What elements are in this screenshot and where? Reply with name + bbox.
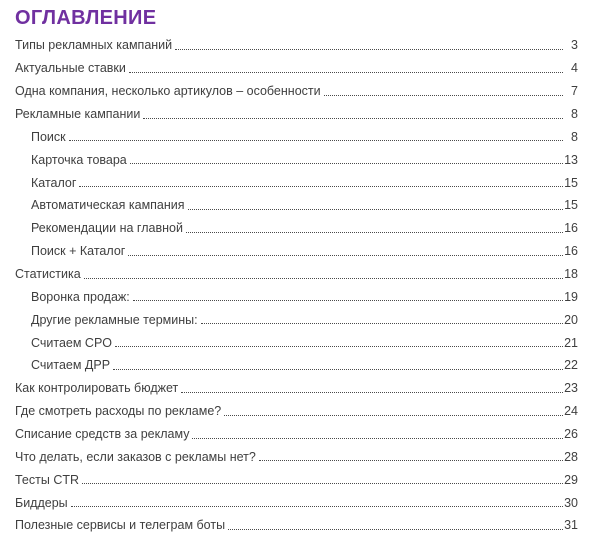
toc-title: ОГЛАВЛЕНИЕ	[15, 7, 157, 29]
toc-entry[interactable]: Тесты CTR 29	[0, 468, 600, 491]
toc-entry[interactable]: Автоматическая кампания 15	[0, 194, 600, 217]
dot-leader	[224, 414, 563, 416]
toc-entry[interactable]: Актуальные ставки 4	[0, 57, 600, 80]
toc-entry-label: Автоматическая кампания	[31, 198, 185, 213]
toc-entry[interactable]: Воронка продаж: 19	[0, 285, 600, 308]
toc-entry-label: Актуальные ставки	[15, 61, 126, 76]
toc-entry[interactable]: Карточка товара 13	[0, 148, 600, 171]
toc-entry[interactable]: Поиск + Каталог 16	[0, 240, 600, 263]
dot-leader	[113, 368, 563, 370]
toc-entry-page-number: 16	[564, 244, 578, 259]
dot-leader	[323, 94, 563, 96]
toc-entry[interactable]: Поиск 8	[0, 125, 600, 148]
toc-entry[interactable]: Статистика 18	[0, 263, 600, 286]
toc-entry[interactable]: Считаем ДРР 22	[0, 354, 600, 377]
dot-leader	[82, 483, 563, 485]
dot-leader	[228, 528, 563, 530]
toc-entry[interactable]: Рекламные кампании 8	[0, 103, 600, 126]
toc-entry-page-number: 7	[571, 84, 578, 99]
toc-entry[interactable]: Полезные сервисы и телеграм боты 31	[0, 514, 600, 537]
toc-entry-page-number: 24	[564, 404, 578, 419]
toc-entry-label: Типы рекламных кампаний	[15, 38, 173, 53]
toc-entry[interactable]: Другие рекламные термины: 20	[0, 308, 600, 331]
dot-leader	[115, 346, 563, 348]
toc-entry-label: Как контролировать бюджет	[15, 381, 179, 396]
dot-leader	[70, 506, 563, 508]
toc-entry-label: Считаем ДРР	[31, 358, 111, 373]
toc-entry-page-number: 4	[571, 61, 578, 76]
toc-entry-page-number: 29	[564, 472, 578, 487]
toc-entry-label: Каталог	[31, 175, 77, 190]
toc-entry-page-number: 22	[564, 358, 578, 373]
toc-entry-label: Списание средств за рекламу	[15, 427, 190, 442]
toc-entry-page-number: 28	[564, 449, 578, 464]
toc-entry-label: Поиск	[31, 129, 66, 144]
dot-leader	[83, 277, 563, 279]
dot-leader	[192, 437, 563, 439]
dot-leader	[200, 323, 563, 325]
dot-leader	[143, 117, 563, 119]
toc-entry-label: Биддеры	[15, 495, 68, 510]
dot-leader	[185, 231, 563, 233]
toc-entry-page-number: 8	[571, 129, 578, 144]
dot-leader	[187, 208, 563, 210]
dot-leader	[79, 186, 563, 188]
dot-leader	[128, 254, 563, 256]
toc-entry-label: Другие рекламные термины:	[31, 312, 198, 327]
toc-entry-label: Карточка товара	[31, 152, 127, 167]
toc-entry-page-number: 23	[564, 381, 578, 396]
toc-entry-label: Где смотреть расходы по рекламе?	[15, 404, 222, 419]
toc-entry-page-number: 21	[564, 335, 578, 350]
dot-leader	[175, 48, 563, 50]
toc-entry-label: Тесты CTR	[15, 472, 80, 487]
toc-entry[interactable]: Списание средств за рекламу 26	[0, 423, 600, 446]
toc-entry-label: Полезные сервисы и телеграм боты	[15, 518, 226, 533]
toc-entry-label: Рекламные кампании	[15, 107, 141, 121]
dot-leader	[129, 163, 563, 165]
toc-entry-label: Поиск + Каталог	[31, 244, 126, 259]
toc-entry-label: Воронка продаж:	[31, 289, 130, 304]
toc-entry-label: Что делать, если заказов с рекламы нет?	[15, 449, 256, 464]
toc-entry-page-number: 16	[564, 221, 578, 236]
toc-list: Типы рекламных кампаний 3 Актуальные ста…	[0, 34, 600, 537]
toc-entry-label: Рекомендации на главной	[31, 221, 183, 236]
dot-leader	[132, 300, 563, 302]
toc-entry-page-number: 18	[564, 267, 578, 282]
toc-entry-page-number: 26	[564, 427, 578, 442]
toc-entry-page-number: 30	[564, 495, 578, 510]
dot-leader	[128, 71, 563, 73]
toc-entry-label: Считаем CPO	[31, 335, 113, 350]
toc-entry[interactable]: Каталог 15	[0, 171, 600, 194]
dot-leader	[68, 140, 563, 142]
toc-entry-label: Статистика	[15, 267, 81, 282]
toc-entry-page-number: 31	[564, 518, 578, 533]
toc-entry[interactable]: Считаем CPO 21	[0, 331, 600, 354]
toc-entry[interactable]: Одна компания, несколько артикулов – осо…	[0, 80, 600, 103]
toc-entry-label: Одна компания, несколько артикулов – осо…	[15, 84, 321, 99]
toc-entry-page-number: 15	[564, 198, 578, 213]
toc-entry[interactable]: Типы рекламных кампаний 3	[0, 34, 600, 57]
toc-entry[interactable]: Рекомендации на главной 16	[0, 217, 600, 240]
dot-leader	[258, 460, 563, 462]
toc-entry-page-number: 19	[564, 289, 578, 304]
toc-entry-page-number: 8	[571, 107, 578, 121]
toc-entry-page-number: 15	[564, 175, 578, 190]
toc-entry[interactable]: Как контролировать бюджет 23	[0, 377, 600, 400]
toc-entry-page-number: 13	[564, 152, 578, 167]
toc-entry[interactable]: Где смотреть расходы по рекламе? 24	[0, 400, 600, 423]
toc-entry[interactable]: Биддеры 30	[0, 491, 600, 514]
toc-entry-page-number: 20	[564, 312, 578, 327]
dot-leader	[181, 391, 563, 393]
toc-entry-page-number: 3	[571, 38, 578, 53]
toc-entry[interactable]: Что делать, если заказов с рекламы нет? …	[0, 445, 600, 468]
